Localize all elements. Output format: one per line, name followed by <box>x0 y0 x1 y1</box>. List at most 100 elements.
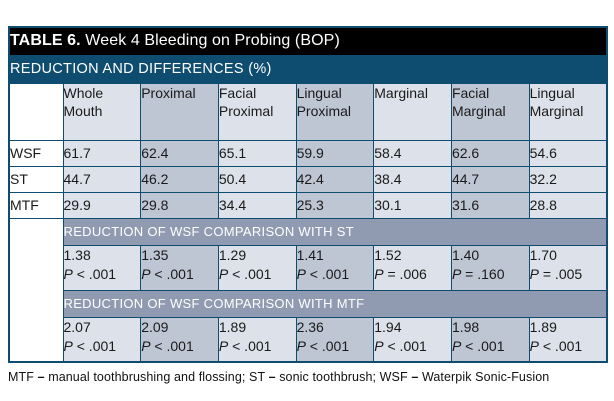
data-cell: 44.7 <box>450 165 530 193</box>
data-cell: 29.9 <box>62 191 142 219</box>
section-values-row: 1.38 P < .001 1.35 P < .001 1.29 P < .001 1.41… <box>9 244 608 291</box>
p-value: P < .001 <box>63 265 117 282</box>
data-cell: 50.4 <box>217 165 297 193</box>
data-cell: 30.1 <box>373 191 452 219</box>
data-cell: 31.6 <box>450 191 530 219</box>
row-label: ST <box>8 165 64 193</box>
difference-value: 1.89 <box>218 318 247 335</box>
table-number: TABLE 6. <box>10 32 81 50</box>
table-title: TABLE 6. Week 4 Bleeding on Probing (BOP… <box>8 26 608 56</box>
p-value: P = .005 <box>529 265 583 282</box>
comparison-cell: 1.70 P = .005 <box>528 244 608 291</box>
data-cell: 65.1 <box>217 139 297 167</box>
footnote-dash: – <box>268 370 280 384</box>
comparison-cell: 1.38 P < .001 <box>62 244 142 291</box>
difference-value: 2.09 <box>141 318 169 335</box>
section-header: REDUCTION OF WSF COMPARISON WITH MTF <box>62 289 608 318</box>
table-subtitle: REDUCTION AND DIFFERENCES (%) <box>8 54 608 84</box>
table-title-text: Week 4 Bleeding on Probing (BOP) <box>80 32 340 50</box>
p-value: P = .006 <box>374 265 427 282</box>
column-header: Whole Mouth <box>62 82 142 141</box>
difference-value: 1.98 <box>451 318 480 335</box>
footnote-dash: – <box>37 370 49 384</box>
difference-value: 1.40 <box>451 246 480 263</box>
comparison-cell: 1.41 P < .001 <box>295 244 375 291</box>
data-cell: 54.6 <box>528 139 608 167</box>
data-cell: 25.3 <box>295 191 375 219</box>
p-value: P < .001 <box>63 337 117 354</box>
data-cell: 62.4 <box>140 139 219 167</box>
comparison-cell: 1.35 P < .001 <box>140 244 219 291</box>
p-value: P < .001 <box>141 337 194 354</box>
p-value: P < .001 <box>296 337 350 354</box>
footnote: MTF – manual toothbrushing and flossing;… <box>8 370 606 384</box>
p-value: P < .001 <box>374 337 427 354</box>
comparison-cell: 1.89 P < .001 <box>528 316 608 363</box>
p-value: P = .160 <box>451 265 505 282</box>
section-header: REDUCTION OF WSF COMPARISON WITH ST <box>62 217 608 246</box>
corner-cell <box>8 82 64 141</box>
column-header: Lingual Marginal <box>528 82 608 141</box>
spacer-cell <box>8 217 64 363</box>
comparison-cell: 2.07 P < .001 <box>62 316 142 363</box>
data-cell: 59.9 <box>295 139 375 167</box>
section-values-row: 2.07 P < .001 2.09 P < .001 1.89 P < .001 2.36… <box>9 316 608 363</box>
subtitle-row: REDUCTION AND DIFFERENCES (%) <box>8 54 608 84</box>
difference-value: 1.35 <box>141 246 169 263</box>
difference-value: 2.07 <box>63 318 91 335</box>
p-value: P < .001 <box>529 337 583 354</box>
comparison-cell: 1.52 P = .006 <box>373 244 452 291</box>
data-cell: 61.7 <box>62 139 142 167</box>
column-header: Facial Marginal <box>450 82 530 141</box>
comparison-cell: 1.29 P < .001 <box>217 244 297 291</box>
column-header: Lingual Proximal <box>295 82 375 141</box>
table-row: ST 44.7 46.2 50.4 42.4 38.4 44.7 32.2 <box>8 165 608 193</box>
data-cell: 42.4 <box>295 165 375 193</box>
p-value: P < .001 <box>451 337 505 354</box>
difference-value: 2.36 <box>296 318 324 335</box>
difference-value: 1.89 <box>529 318 557 335</box>
row-label: MTF <box>8 191 64 219</box>
data-cell: 44.7 <box>62 165 142 193</box>
p-value: P < .001 <box>141 265 194 282</box>
footnote-text: sonic toothbrush; WSF <box>279 370 412 384</box>
comparison-cell: 1.40 P = .160 <box>450 244 530 291</box>
comparison-cell: 1.94 P < .001 <box>373 316 452 363</box>
difference-value: 1.52 <box>374 246 402 263</box>
data-cell: 34.4 <box>217 191 297 219</box>
p-value: P < .001 <box>296 265 350 282</box>
footnote-text: Waterpik Sonic-Fusion <box>421 370 550 384</box>
comparison-cell: 1.89 P < .001 <box>217 316 297 363</box>
title-row: TABLE 6. Week 4 Bleeding on Probing (BOP… <box>8 26 608 56</box>
data-cell: 38.4 <box>373 165 452 193</box>
row-label: WSF <box>8 139 64 167</box>
column-header: Marginal <box>373 82 452 141</box>
bop-table: TABLE 6. Week 4 Bleeding on Probing (BOP… <box>8 26 608 363</box>
table-row: MTF 29.9 29.8 34.4 25.3 30.1 31.6 28.8 <box>8 191 608 219</box>
data-cell: 62.6 <box>450 139 530 167</box>
section-header-row: REDUCTION OF WSF COMPARISON WITH ST <box>8 217 608 363</box>
data-cell: 58.4 <box>373 139 452 167</box>
column-header: Proximal <box>140 82 219 141</box>
page: TABLE 6. Week 4 Bleeding on Probing (BOP… <box>8 26 608 384</box>
difference-value: 1.41 <box>296 246 324 263</box>
difference-value: 1.38 <box>63 246 91 263</box>
comparison-cell: 2.36 P < .001 <box>295 316 375 363</box>
data-cell: 29.8 <box>140 191 219 219</box>
column-header-row: Whole Mouth Proximal Facial Proximal Lingua… <box>8 82 608 141</box>
table-row: WSF 61.7 62.4 65.1 59.9 58.4 62.6 54.6 <box>8 139 608 167</box>
data-cell: 46.2 <box>140 165 219 193</box>
footnote-text: MTF <box>8 370 38 384</box>
footnote-dash: – <box>411 370 422 384</box>
comparison-cell: 1.98 P < .001 <box>450 316 530 363</box>
difference-value: 1.94 <box>374 318 402 335</box>
data-cell: 32.2 <box>528 165 608 193</box>
difference-value: 1.29 <box>218 246 247 263</box>
difference-value: 1.70 <box>529 246 557 263</box>
column-header: Facial Proximal <box>217 82 297 141</box>
p-value: P < .001 <box>218 337 272 354</box>
data-cell: 28.8 <box>528 191 608 219</box>
section-header-row: REDUCTION OF WSF COMPARISON WITH MTF <box>9 289 608 318</box>
footnote-text: manual toothbrushing and flossing; ST <box>48 370 269 384</box>
p-value: P < .001 <box>218 265 272 282</box>
